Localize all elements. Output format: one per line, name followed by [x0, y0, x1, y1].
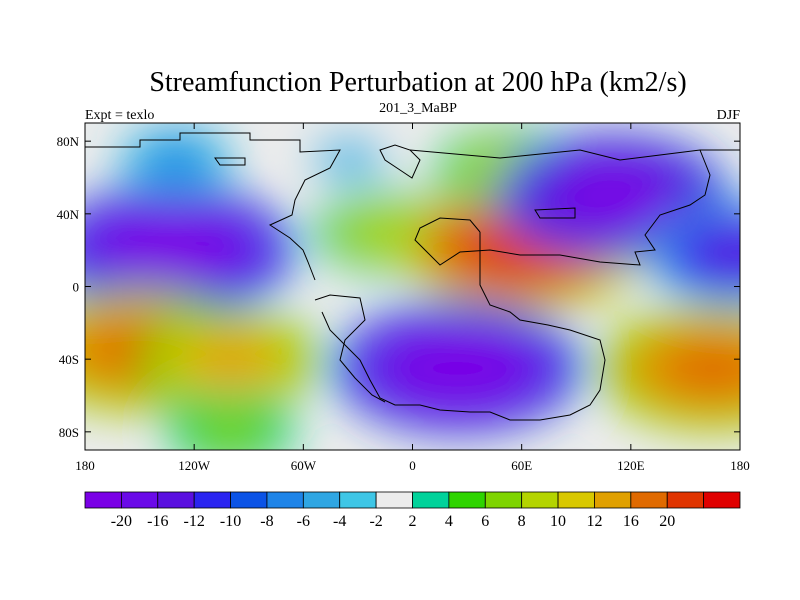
colorbar-swatch [448, 491, 486, 509]
y-axis: 80N 40N 0 40S 80S [57, 134, 740, 440]
colorbar-swatch [521, 491, 559, 509]
x-tick-label: 180 [730, 458, 750, 473]
colorbar-label: -2 [369, 513, 382, 530]
contour-blob-core [656, 339, 740, 398]
coastline-caspian [534, 207, 576, 219]
colorbar-label: -4 [333, 513, 346, 530]
colorbar-label: 2 [409, 513, 417, 530]
colorbar: -20 -16 -12 -10 -8 -6 -4 -2 2 4 6 8 10 12 16 20 [84, 491, 741, 530]
colorbar-swatch [266, 491, 304, 509]
colorbar-swatch [630, 491, 668, 509]
experiment-label: Expt = texlo [85, 108, 154, 123]
colorbar-label: -8 [260, 513, 273, 530]
contour-blob-core [556, 166, 669, 225]
coastline-hudson [214, 157, 246, 166]
continent-outlines [85, 132, 740, 421]
colorbar-label: 6 [481, 513, 489, 530]
y-tick-label: 40N [57, 207, 80, 222]
colorbar-swatch [230, 491, 268, 509]
colorbar-swatch [557, 491, 595, 509]
colorbar-label: -6 [297, 513, 310, 530]
colorbar-swatch [157, 491, 195, 509]
colorbar-swatch [666, 491, 705, 509]
colorbar-label: 8 [518, 513, 526, 530]
contour-blob-core [110, 219, 231, 281]
colorbar-swatch [84, 491, 122, 509]
x-tick-label: 60E [511, 458, 532, 473]
x-tick-label: 120W [178, 458, 211, 473]
contour-blob-core [692, 230, 740, 277]
colorbar-label: -20 [111, 513, 132, 530]
y-tick-label: 80S [59, 425, 79, 440]
y-tick-label: 0 [73, 280, 80, 295]
colorbar-swatch [302, 491, 341, 509]
colorbar-swatch [375, 491, 413, 509]
contour-blob-core [398, 337, 518, 399]
contour-field [85, 126, 740, 450]
chart-title: Streamfunction Perturbation at 200 hPa (… [149, 67, 686, 98]
colorbar-swatch [484, 491, 523, 509]
x-tick-label: 0 [409, 458, 416, 473]
coastline-greenland [379, 144, 421, 179]
colorbar-swatch [339, 491, 377, 509]
y-tick-label: 40S [59, 352, 79, 367]
chart-subtitle: 201_3_MaBP [379, 101, 457, 116]
season-label: DJF [717, 108, 741, 123]
colorbar-label: 16 [623, 513, 639, 530]
colorbar-swatch [120, 491, 159, 509]
contour-blob-core [325, 145, 372, 173]
colorbar-swatch [703, 491, 741, 509]
x-axis: 180 120W 60W 0 60E 120E 180 [75, 123, 750, 473]
colorbar-swatch [412, 491, 450, 509]
contour-blob-core [199, 414, 262, 450]
colorbar-label: -16 [147, 513, 168, 530]
x-tick-label: 60W [291, 458, 317, 473]
x-tick-label: 120E [617, 458, 645, 473]
colorbar-swatch [594, 491, 632, 509]
coastline-eurasia [409, 149, 740, 266]
colorbar-swatch [193, 491, 231, 509]
y-tick-label: 80N [57, 134, 80, 149]
contour-blob-core [186, 336, 275, 383]
contour-blob-core [148, 143, 204, 175]
coastline-south-america [314, 294, 386, 403]
coastline-africa [321, 232, 606, 421]
colorbar-label: 4 [445, 513, 453, 530]
colorbar-label: -12 [184, 513, 205, 530]
colorbar-label: 10 [550, 513, 566, 530]
colorbar-label: -10 [220, 513, 241, 530]
x-tick-label: 180 [75, 458, 95, 473]
colorbar-label: 12 [586, 513, 602, 530]
colorbar-label: 20 [659, 513, 675, 530]
coastline-north-america [85, 132, 341, 281]
plot-area [85, 123, 740, 450]
